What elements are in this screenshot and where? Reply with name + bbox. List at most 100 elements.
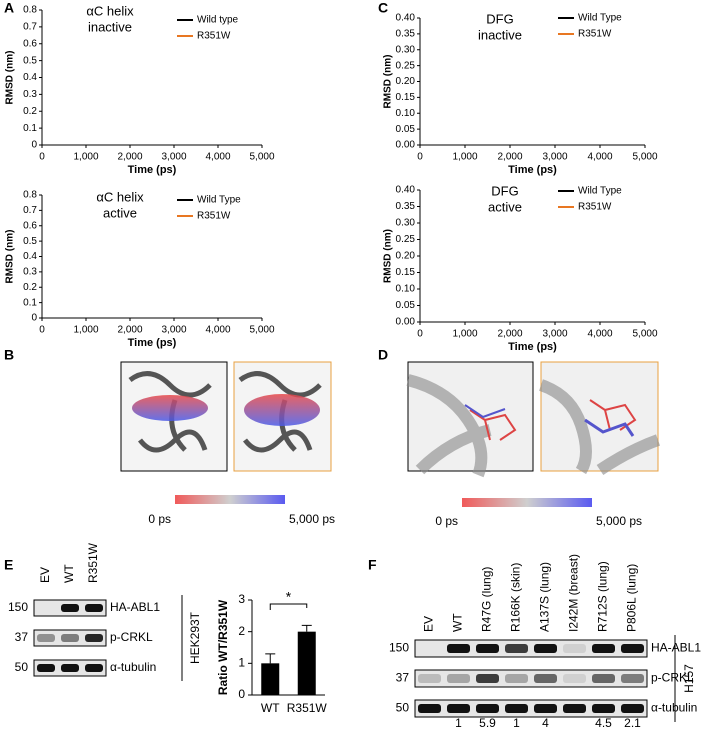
legend-label: R351W: [197, 31, 231, 42]
x-tick-label: 4,000: [587, 152, 612, 163]
row-label: α-tubulin: [110, 660, 156, 674]
error-bar: [265, 653, 276, 664]
lane-label: P806L (lung): [625, 564, 639, 632]
x-tick-label: 1,000: [452, 329, 477, 340]
colorbar: [175, 495, 285, 504]
x-tick-label: 4,000: [205, 152, 230, 163]
y-tick-label: 0: [238, 687, 245, 701]
y-tick-label: 0.25: [396, 234, 416, 245]
y-tick-label: 0.00: [396, 140, 416, 151]
x-axis-label: Time (ps): [508, 341, 557, 353]
blot-band: [61, 634, 79, 642]
x-tick-label: 5,000: [249, 152, 274, 163]
blot-band: [563, 704, 586, 713]
blot-band: [418, 674, 441, 683]
legend-label: Wild Type: [578, 186, 622, 197]
row-label: HA-ABL1: [110, 600, 160, 614]
lane-label: WT: [451, 613, 465, 632]
x-tick-label: 5,000: [632, 152, 657, 163]
blot-band: [621, 704, 644, 713]
blot-band: [534, 644, 557, 653]
legend-label: Wild type: [197, 15, 239, 26]
blot-band: [563, 644, 586, 653]
lane-label: R47G (lung): [480, 567, 494, 632]
blot-band: [418, 704, 441, 713]
y-tick-label: 0.8: [23, 5, 37, 16]
significance-bracket: [269, 603, 308, 610]
quantification: 1: [455, 716, 462, 730]
quantification: 2.1: [624, 716, 641, 730]
blot-band: [505, 644, 528, 653]
structure-images-b: [120, 361, 332, 504]
panel-label: A: [4, 0, 14, 16]
x-axis-label: Time (ps): [508, 164, 557, 176]
y-tick-label: 0.40: [396, 185, 416, 196]
y-tick-label: 0.35: [396, 201, 416, 212]
blot-band: [505, 704, 528, 713]
x-tick-label: 0: [39, 325, 45, 336]
y-tick-label: 0.6: [23, 220, 37, 231]
chart-title: αC helix: [86, 3, 134, 18]
cell-line: HEK293T: [188, 611, 202, 664]
y-tick-label: 0.05: [396, 124, 416, 135]
blot-band: [534, 704, 557, 713]
y-tick-label: 1: [238, 656, 245, 670]
row-label: HA-ABL1: [651, 641, 701, 655]
x-tick-label: R351W: [287, 701, 328, 715]
chart-title: inactive: [478, 27, 522, 42]
mw-label: 50: [15, 660, 29, 674]
panel-label: E: [4, 557, 13, 573]
legend-label: R351W: [578, 29, 612, 40]
blot-band: [476, 644, 499, 653]
mw-label: 37: [15, 630, 29, 644]
x-tick-label: WT: [261, 701, 280, 715]
y-tick-label: 0.4: [23, 72, 37, 83]
blot-band: [447, 704, 470, 713]
y-tick-label: 0: [31, 313, 37, 324]
y-tick-label: 0.7: [23, 205, 37, 216]
y-tick-label: 0.20: [396, 251, 416, 262]
blot-band: [505, 674, 528, 683]
blot-band: [447, 674, 470, 683]
quantification: 1: [513, 716, 520, 730]
y-tick-label: 0.25: [396, 60, 416, 71]
x-tick-label: 4,000: [205, 325, 230, 336]
quantification: 4: [542, 716, 549, 730]
y-tick-label: 0.15: [396, 92, 416, 103]
chart-title: αC helix: [96, 189, 144, 204]
y-axis-label: RMSD (nm): [383, 55, 394, 109]
colorbar-start: 0 ps: [435, 514, 458, 528]
legend-label: R351W: [578, 202, 612, 213]
blot-band: [85, 604, 103, 612]
y-tick-label: 0.30: [396, 218, 416, 229]
x-tick-label: 2,000: [117, 325, 142, 336]
structure-images-d: [406, 361, 661, 507]
lane-label: I242M (breast): [567, 554, 581, 632]
mw-label: 150: [389, 641, 409, 655]
x-tick-label: 0: [417, 329, 423, 340]
lane-label: R712S (lung): [596, 561, 610, 632]
structure-mutant: [540, 361, 659, 472]
blot-band: [447, 644, 470, 653]
chart-title: active: [488, 199, 522, 214]
x-tick-label: 4,000: [587, 329, 612, 340]
blot-band: [85, 664, 103, 672]
blot-band: [592, 644, 615, 653]
y-tick-label: 0.10: [396, 284, 416, 295]
colorbar-end: 5,000 ps: [596, 514, 642, 528]
y-tick-label: 0.20: [396, 76, 416, 87]
y-tick-label: 0.1: [23, 297, 37, 308]
x-axis-label: Time (ps): [128, 164, 177, 176]
y-tick-label: 0.4: [23, 251, 37, 262]
legend-label: Wild Type: [578, 13, 622, 24]
y-tick-label: 0.1: [23, 123, 37, 134]
x-tick-label: 0: [417, 152, 423, 163]
blot-band: [621, 674, 644, 683]
blot-band: [592, 704, 615, 713]
blot-band: [37, 634, 55, 642]
y-tick-label: 0.3: [23, 89, 37, 100]
blot-band: [61, 604, 79, 612]
chart-title: inactive: [88, 19, 132, 34]
panel-label: F: [368, 557, 377, 573]
x-tick-label: 3,000: [542, 329, 567, 340]
